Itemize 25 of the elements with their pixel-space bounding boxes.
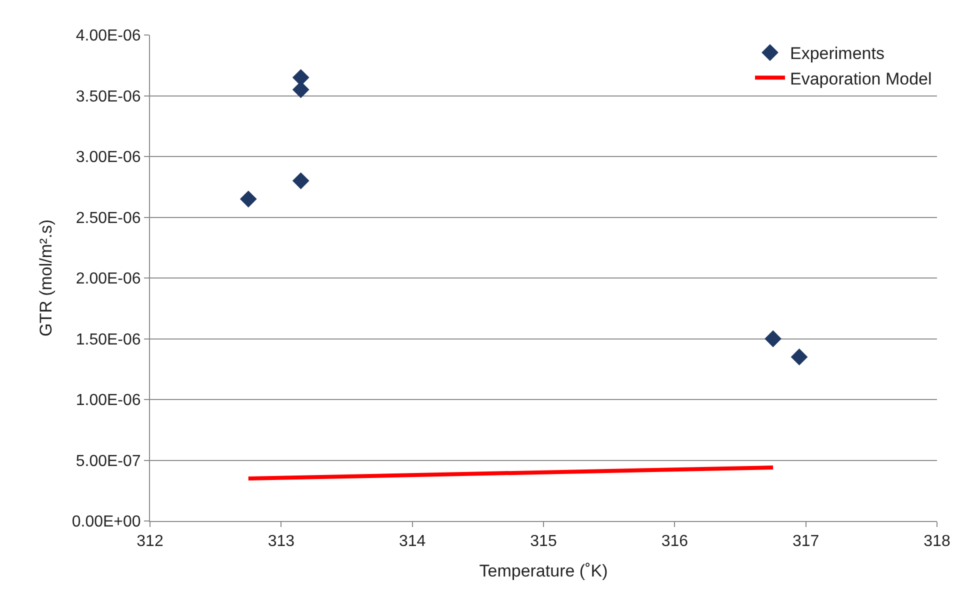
y-tick-label: 1.00E-06	[76, 392, 141, 410]
y-tick-label: 1.50E-06	[76, 331, 141, 348]
legend-label: Evaporation Model	[790, 69, 932, 88]
x-tick-label: 318	[924, 533, 950, 550]
legend-label: Experiments	[790, 44, 884, 64]
point	[292, 69, 310, 86]
x-tick-label: 314	[398, 533, 426, 550]
y-tick-label: 5.00E-07	[76, 452, 141, 470]
x-tick-label: 312	[136, 533, 164, 550]
y-axis-title: GTR (mol/m².s)	[36, 219, 56, 337]
y-tick-label: 2.00E-06	[76, 270, 141, 288]
x-tick-label: 313	[268, 533, 295, 550]
x-tick-label: 317	[792, 533, 820, 550]
y-tick-label: 3.50E-06	[76, 88, 141, 106]
x-axis-title: Temperature (˚K)	[479, 562, 608, 581]
point	[292, 172, 310, 190]
point	[240, 190, 257, 208]
point	[764, 330, 782, 348]
y-tick-label: 4.00E-06	[76, 28, 141, 45]
y-tick-label: 2.50E-06	[76, 210, 141, 227]
x-tick-label: 315	[530, 533, 557, 550]
y-tick-label: 3.00E-06	[76, 149, 141, 166]
point	[790, 348, 808, 366]
y-tick-label: 0.00E+00	[72, 514, 141, 531]
x-tick-label: 316	[661, 533, 688, 550]
